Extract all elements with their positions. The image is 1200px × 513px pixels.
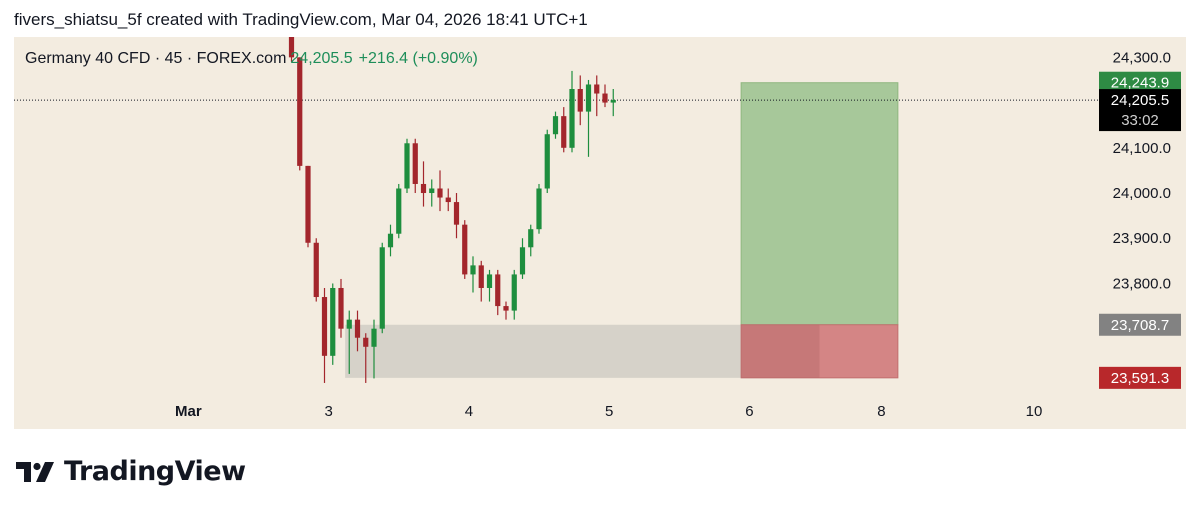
- y-axis-tick-label: 23,800.0: [1113, 275, 1171, 292]
- x-axis-tick-label: 8: [877, 403, 885, 420]
- tradingview-logo[interactable]: TradingView: [16, 456, 246, 487]
- candle-body: [288, 37, 295, 58]
- candlestick-chart[interactable]: 24,300.0 24,100.0 24,000.0 23,900.0 23,800.0…: [14, 37, 1186, 429]
- candle-body: [330, 287, 336, 356]
- candle-body: [379, 247, 385, 329]
- price-label-text: 23,708.7: [1111, 317, 1169, 334]
- x-axis-tick-label: 6: [745, 403, 753, 420]
- price-label-box: [1099, 366, 1181, 389]
- candle-body: [396, 188, 402, 234]
- legend-change: +216.4 (+0.90%): [358, 50, 478, 67]
- price-label-box: [1099, 89, 1181, 132]
- countdown-label: 33:02: [1121, 112, 1159, 129]
- price-label-box: [1099, 71, 1181, 94]
- x-axis-tick-label: 5: [605, 403, 613, 420]
- price-label-text: 24,205.5: [1111, 92, 1169, 109]
- legend-last-price: 24,205.5: [290, 50, 353, 67]
- candle-body: [297, 57, 303, 166]
- price-label-text: 24,243.9: [1111, 75, 1169, 92]
- symbol-legend: Germany 40 CFD · 45 · FOREX.com 24,205.5 +…: [25, 50, 478, 68]
- candle-body: [594, 84, 600, 94]
- price-label-text: 23,591.3: [1111, 370, 1169, 387]
- x-axis-tick-label: 3: [324, 403, 332, 420]
- candle-body: [544, 134, 550, 189]
- target-zone: [740, 82, 899, 326]
- candle-body: [602, 93, 608, 103]
- candle-body: [429, 188, 435, 194]
- candle-body: [387, 233, 394, 248]
- candle-body: [354, 319, 361, 338]
- y-axis-tick-label: 24,000.0: [1113, 185, 1171, 202]
- candle-body: [528, 229, 534, 248]
- candle-body: [552, 116, 559, 135]
- candle-body: [561, 116, 567, 148]
- candle-body: [478, 265, 484, 288]
- candle-body: [585, 84, 592, 112]
- stop-zone-projection: [741, 324, 820, 378]
- y-axis-tick-label: 24,300.0: [1113, 49, 1171, 66]
- candle-body: [404, 143, 410, 189]
- candle-body: [536, 188, 542, 230]
- candle-body: [610, 100, 616, 103]
- y-axis-tick-label: 23,900.0: [1113, 230, 1171, 247]
- demand-zone: [345, 324, 742, 378]
- candle-body: [462, 224, 468, 275]
- candle-body: [371, 328, 377, 347]
- candle-body: [445, 197, 451, 203]
- candle-body: [363, 337, 369, 347]
- chart-panel[interactable]: 24,300.0 24,100.0 24,000.0 23,900.0 23,800.0…: [14, 37, 1186, 429]
- x-axis-tick-label: 10: [1026, 403, 1043, 420]
- candle-body: [577, 89, 583, 112]
- candle-body: [495, 274, 501, 307]
- chart-caption: fivers_shiatsu_5f created with TradingVi…: [14, 10, 588, 29]
- candle-body: [569, 89, 575, 148]
- candle-body: [503, 306, 509, 311]
- candle-body: [321, 297, 328, 356]
- candle-body: [486, 274, 493, 288]
- candle-body: [470, 265, 476, 275]
- y-axis-tick-label: 24,100.0: [1113, 140, 1171, 157]
- tradingview-wordmark: TradingView: [64, 456, 246, 487]
- candle-body: [519, 247, 526, 275]
- candle-body: [338, 287, 344, 329]
- candle-body: [453, 202, 460, 225]
- x-axis-tick-label: Mar: [175, 403, 202, 420]
- candle-body: [346, 319, 352, 329]
- candle-body: [437, 188, 443, 198]
- candle-body: [313, 242, 319, 298]
- candle-body: [420, 183, 427, 194]
- price-label-box: [1099, 313, 1181, 336]
- candle-body: [412, 143, 418, 184]
- candle-body: [305, 165, 311, 243]
- x-axis-tick-label: 4: [465, 403, 473, 420]
- candle-body: [511, 274, 517, 311]
- tradingview-logo-icon: [16, 461, 54, 482]
- legend-symbol: Germany 40 CFD · 45 · FOREX.com: [25, 50, 287, 67]
